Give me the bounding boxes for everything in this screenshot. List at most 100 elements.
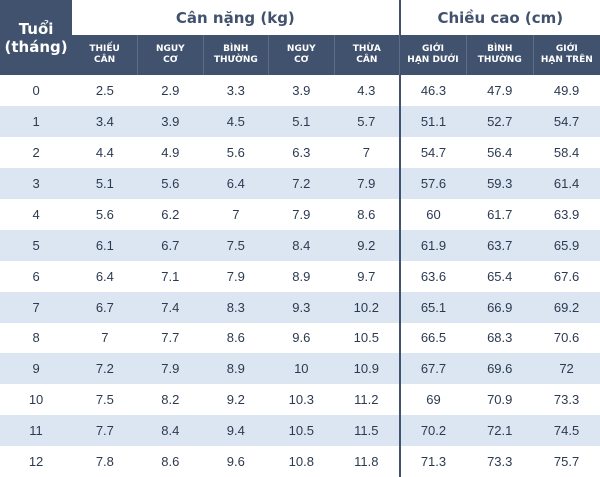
height-cell: 57.6: [398, 167, 467, 199]
weight-col-header-4-line-2: CƠ: [294, 55, 309, 65]
table-header: Tuổi (tháng) Cân nặng (kg) Chiều cao (cm…: [0, 0, 600, 75]
height-cell: 73.3: [487, 454, 513, 470]
weight-cell: 9.2: [334, 229, 400, 261]
table-row: 12 7.8 8.6 9.6 10.8 11.8 71.3 73.3 75.7: [0, 446, 600, 477]
height-cell: 65.9: [533, 229, 600, 261]
age-cell: 10: [28, 392, 44, 408]
weight-col-header-3-line-1: BÌNH: [223, 44, 249, 54]
weight-cell: 2.5: [95, 82, 114, 98]
weight-cell: 7: [232, 206, 240, 222]
age-cell: 0: [32, 82, 40, 98]
height-cell: 69.6: [466, 353, 534, 385]
weight-cell: 7.2: [72, 353, 138, 385]
weight-cell: 7.7: [72, 415, 138, 447]
weight-col-header-5-line-1: THỪA: [352, 44, 381, 54]
weight-col-header-2-line-1: NGUY: [155, 44, 185, 54]
height-cell: 72: [533, 353, 600, 385]
weight-cell: 7.4: [137, 291, 204, 323]
weight-cell: 10.5: [268, 415, 335, 447]
height-cell: 54.7: [398, 136, 467, 168]
height-cell: 66.5: [398, 322, 467, 354]
weight-cell: 3.3: [226, 82, 245, 98]
weight-cell: 9.2: [226, 392, 245, 408]
weight-cell: 5.6: [226, 144, 245, 160]
weight-col-header-5-line-2: CÂN: [356, 55, 378, 65]
height-cell: 52.7: [466, 105, 534, 137]
age-cell: 2: [32, 144, 40, 160]
age-cell: 9: [0, 353, 73, 385]
height-col-header-2: BÌNH THƯỜNG: [465, 35, 534, 75]
height-cell: 69: [398, 384, 467, 416]
height-cell: 60: [398, 198, 467, 230]
weight-col-header-3-line-2: THƯỜNG: [213, 55, 258, 65]
weight-cell: 8.2: [161, 392, 180, 408]
weight-cell: 6.7: [72, 291, 138, 323]
height-group-header: Chiều cao (cm): [398, 0, 600, 35]
weight-cell: 9.4: [203, 415, 269, 447]
weight-cell: 10.5: [353, 330, 379, 346]
height-cell: 56.4: [487, 144, 513, 160]
weight-cell: 9.6: [292, 330, 311, 346]
table-row: 11 7.7 8.4 9.4 10.5 11.5 70.2 72.1 74.5: [0, 415, 600, 447]
height-cell: 72.1: [466, 415, 534, 447]
weight-cell: 10.8: [288, 454, 314, 470]
height-cell: 71.3: [398, 446, 467, 477]
weight-col-header-2-line-2: CƠ: [163, 55, 178, 65]
height-cell: 61.7: [487, 206, 513, 222]
weight-col-header-1-line-1: THIẾU: [89, 44, 120, 54]
weight-cell: 10.9: [334, 353, 400, 385]
weight-cell: 6.3: [292, 144, 311, 160]
weight-cell: 5.1: [268, 105, 335, 137]
weight-cell: 7: [362, 144, 370, 160]
height-cell: 69.2: [533, 291, 600, 323]
height-cell: 70.2: [398, 415, 467, 447]
height-col-header-1: GIỚI HẠN DƯỚI: [399, 35, 467, 75]
weight-cell: 10: [268, 353, 335, 385]
age-cell: 12: [28, 454, 44, 470]
weight-cell: 8.6: [161, 454, 180, 470]
weight-cell: 3.4: [72, 105, 138, 137]
weight-cell: 6.4: [203, 167, 269, 199]
weight-cell: 9.6: [226, 454, 245, 470]
weight-cell: 9.3: [268, 291, 335, 323]
weight-cell: 7.7: [161, 330, 180, 346]
weight-cell: 7.1: [161, 268, 180, 284]
height-cell: 51.1: [398, 105, 467, 137]
weight-cell: 5.6: [95, 206, 114, 222]
age-header-line-2: (tháng): [4, 37, 68, 56]
weight-cell: 8.9: [292, 268, 311, 284]
age-header-line-1: Tuổi: [18, 19, 54, 38]
age-cell: 6: [32, 268, 40, 284]
weight-cell: 8.6: [226, 330, 245, 346]
weight-cell: 5.6: [137, 167, 204, 199]
table-row: 6 6.4 7.1 7.9 8.9 9.7 63.6 65.4 67.6: [0, 260, 600, 292]
weight-cell: 10.3: [288, 392, 314, 408]
table-body: 0 2.5 2.9 3.3 3.9 4.3 46.3 47.9 49.9 1 3.4 3.9 4.5 5.…: [0, 75, 600, 477]
height-cell: 68.3: [487, 330, 513, 346]
weight-cell: 7.5: [95, 392, 114, 408]
weight-col-header-2: NGUY CƠ: [137, 35, 204, 75]
weight-cell: 7.9: [334, 167, 400, 199]
weight-cell: 6.7: [137, 229, 204, 261]
weight-cell: 4.4: [95, 144, 114, 160]
weight-cell: 11.8: [354, 454, 379, 470]
age-cell: 1: [0, 105, 73, 137]
table-row: 0 2.5 2.9 3.3 3.9 4.3 46.3 47.9 49.9: [0, 75, 600, 106]
height-col-header-3-line-2: HẠN TRÊN: [540, 55, 593, 65]
age-cell: 11: [0, 415, 73, 447]
weight-col-header-3: BÌNH THƯỜNG: [202, 35, 269, 75]
height-col-header-2-line-2: THƯỜNG: [477, 55, 522, 65]
height-cell: 46.3: [398, 75, 467, 106]
weight-cell: 8.4: [268, 229, 335, 261]
table-row: 2 4.4 4.9 5.6 6.3 7 54.7 56.4 58.4: [0, 136, 600, 168]
weight-cell: 7.5: [203, 229, 269, 261]
weight-cell: 4.3: [357, 82, 376, 98]
weight-cell: 5.1: [72, 167, 138, 199]
weight-col-header-4: NGUY CƠ: [268, 35, 335, 75]
age-cell: 3: [0, 167, 73, 199]
table-row: 8 7 7.7 8.6 9.6 10.5 66.5 68.3 70.6: [0, 322, 600, 354]
table-row: 7 6.7 7.4 8.3 9.3 10.2 65.1 66.9 69.2: [0, 291, 600, 323]
weight-col-header-1: THIẾU CÂN: [72, 35, 138, 75]
height-cell: 73.3: [553, 392, 580, 408]
weight-cell: 8.3: [203, 291, 269, 323]
